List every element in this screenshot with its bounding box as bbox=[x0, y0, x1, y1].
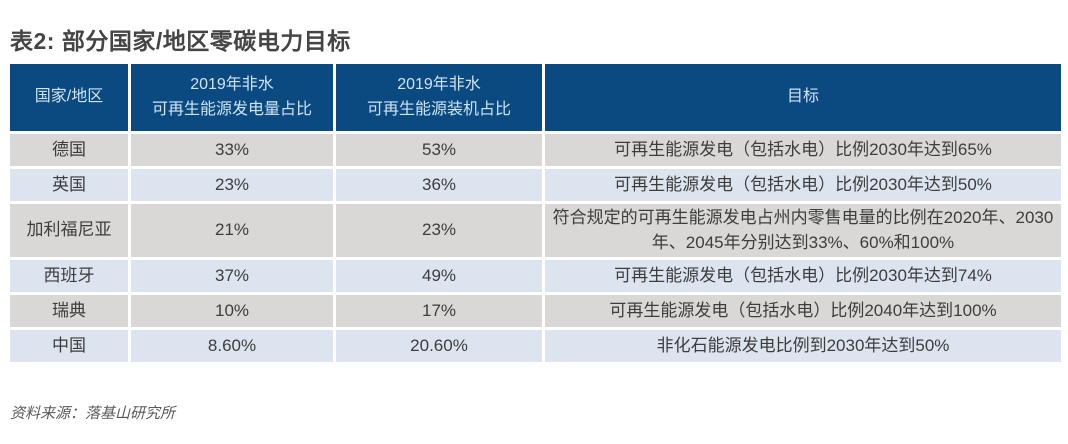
header-cell-generation-share: 2019年非水 可再生能源发电量占比 bbox=[128, 61, 336, 134]
cell-generation-share: 33% bbox=[128, 131, 336, 169]
table-row-uk: 英国 23% 36% 可再生能源发电（包括水电）比例2030年达到50% bbox=[7, 166, 1064, 204]
cell-region: 瑞典 bbox=[7, 292, 131, 331]
cell-generation-share: 23% bbox=[128, 166, 336, 204]
cell-capacity-share: 36% bbox=[333, 166, 545, 204]
cell-target: 可再生能源发电（包括水电）比例2030年达到65% bbox=[542, 131, 1064, 169]
header-row: 国家/地区 2019年非水 可再生能源发电量占比 2019年非水 可再生能源装机… bbox=[7, 61, 1064, 134]
table-row-spain: 西班牙 37% 49% 可再生能源发电（包括水电）比例2030年达到74% bbox=[7, 257, 1064, 296]
cell-generation-share: 10% bbox=[128, 292, 336, 331]
zero-carbon-targets-table: 国家/地区 2019年非水 可再生能源发电量占比 2019年非水 可再生能源装机… bbox=[7, 61, 1064, 366]
header-cell-target: 目标 bbox=[542, 61, 1064, 134]
header-cell-capacity-share: 2019年非水 可再生能源装机占比 bbox=[333, 61, 545, 134]
cell-capacity-share: 17% bbox=[333, 292, 545, 331]
cell-region: 西班牙 bbox=[7, 257, 131, 296]
cell-generation-share: 37% bbox=[128, 257, 336, 296]
table-row-california: 加利福尼亚 21% 23% 符合规定的可再生能源发电占州内零售电量的比例在202… bbox=[7, 200, 1064, 261]
table-row-china: 中国 8.60% 20.60% 非化石能源发电比例到2030年达到50% bbox=[7, 327, 1064, 366]
cell-capacity-share: 49% bbox=[333, 257, 545, 296]
cell-target: 非化石能源发电比例到2030年达到50% bbox=[542, 327, 1064, 366]
source-note: 资料来源：落基山研究所 bbox=[10, 405, 176, 422]
cell-region: 英国 bbox=[7, 166, 131, 204]
cell-region: 德国 bbox=[7, 131, 131, 169]
cell-capacity-share: 23% bbox=[333, 200, 545, 261]
cell-capacity-share: 20.60% bbox=[333, 327, 545, 366]
cell-target: 可再生能源发电（包括水电）比例2030年达到50% bbox=[542, 166, 1064, 204]
cell-target: 可再生能源发电（包括水电）比例2040年达到100% bbox=[542, 292, 1064, 331]
cell-target: 符合规定的可再生能源发电占州内零售电量的比例在2020年、2030年、2045年… bbox=[542, 200, 1064, 261]
cell-generation-share: 8.60% bbox=[128, 327, 336, 366]
cell-target: 可再生能源发电（包括水电）比例2030年达到74% bbox=[542, 257, 1064, 296]
header-cell-region: 国家/地区 bbox=[7, 61, 131, 134]
cell-capacity-share: 53% bbox=[333, 131, 545, 169]
cell-generation-share: 21% bbox=[128, 200, 336, 261]
table-title: 表2: 部分国家/地区零碳电力目标 bbox=[10, 28, 351, 54]
cell-region: 中国 bbox=[7, 327, 131, 366]
table-row-sweden: 瑞典 10% 17% 可再生能源发电（包括水电）比例2040年达到100% bbox=[7, 292, 1064, 331]
cell-region: 加利福尼亚 bbox=[7, 200, 131, 261]
table-row-germany: 德国 33% 53% 可再生能源发电（包括水电）比例2030年达到65% bbox=[7, 131, 1064, 169]
